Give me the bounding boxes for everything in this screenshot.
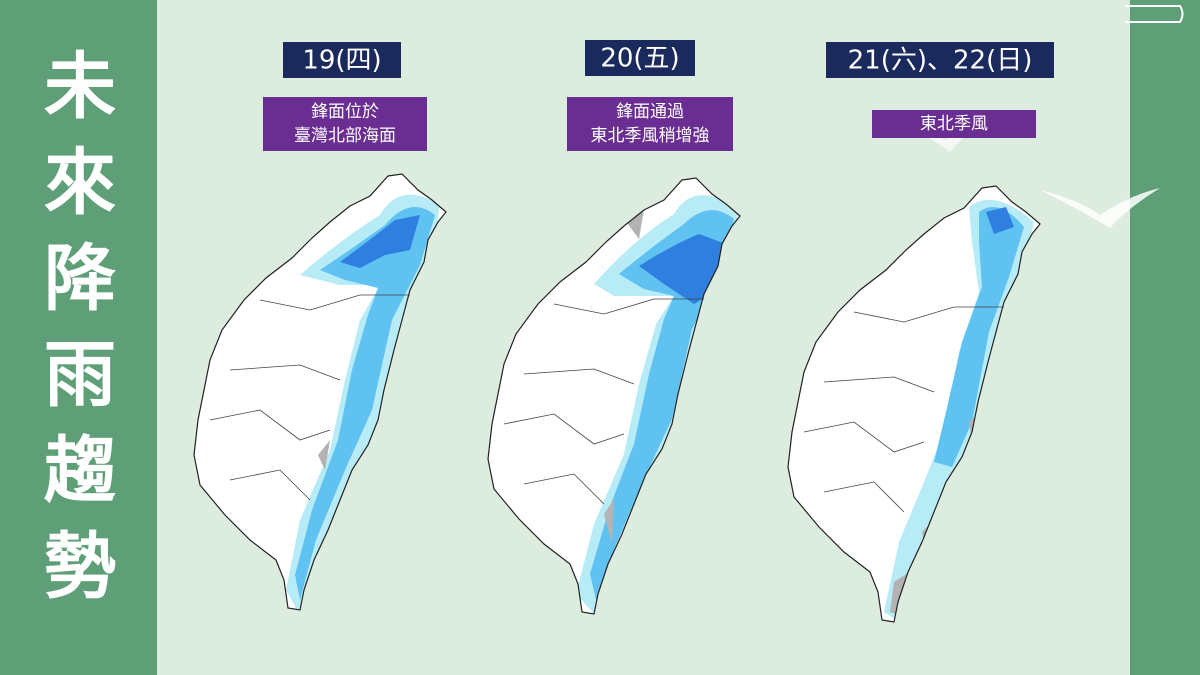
title-char: 趨: [44, 429, 116, 513]
desc-box: [872, 110, 1036, 138]
map: [487, 177, 741, 615]
panel: 19(四) 鋒面位於 臺灣北部海面: [193, 42, 447, 611]
title-char: 來: [44, 141, 116, 225]
date: 20(五): [600, 44, 679, 74]
date-box: [826, 42, 1054, 78]
date-box: [585, 40, 695, 76]
description: 臺灣北部海面: [294, 126, 396, 146]
left-band: [0, 0, 157, 675]
desc-box: [567, 97, 733, 151]
title-char: 降: [44, 237, 116, 321]
map: [193, 173, 447, 611]
vertical-title: 未 來 降 雨 趨 勢: [44, 45, 116, 609]
date: 19(四): [302, 46, 381, 76]
description: 東北季風: [920, 114, 988, 134]
description: 東北季風稍增強: [591, 126, 710, 146]
right-band: [1130, 0, 1200, 675]
desc-box: [263, 97, 427, 151]
swirl: [1125, 5, 1184, 23]
bird: [1040, 188, 1160, 228]
date-box: [283, 42, 401, 78]
map: [787, 185, 1041, 623]
title-char: 雨: [44, 333, 116, 417]
description: 鋒面位於: [311, 102, 379, 122]
panel: 20(五) 鋒面通過 東北季風稍增強: [487, 40, 741, 615]
panel: 21(六)、22(日) 東北季風: [787, 42, 1054, 623]
date: 21(六)、22(日): [848, 46, 1033, 76]
title-char: 勢: [44, 525, 116, 609]
description: 鋒面通過: [616, 102, 684, 122]
title-char: 未: [44, 45, 116, 129]
